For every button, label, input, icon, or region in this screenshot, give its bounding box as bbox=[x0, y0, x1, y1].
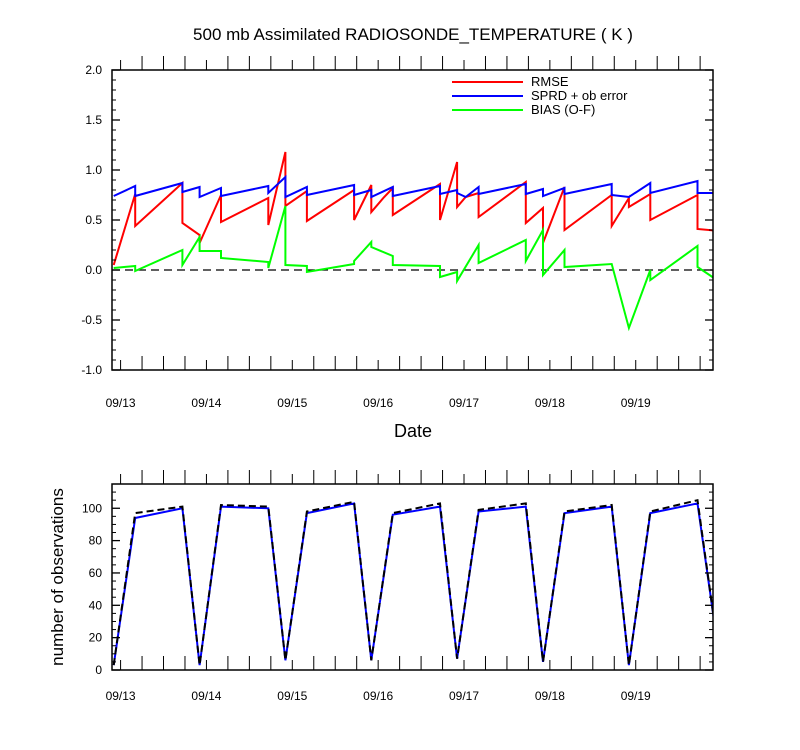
top-xtick-label: 09/14 bbox=[191, 396, 221, 410]
top-ytick-label: -1.0 bbox=[81, 363, 102, 377]
legend-label: RMSE bbox=[531, 74, 569, 89]
top-series-rmse-line bbox=[112, 151, 713, 266]
top-ytick-label: 0.0 bbox=[85, 263, 102, 277]
y-axis-label: number of observations bbox=[48, 488, 67, 666]
bottom-ytick-label: 100 bbox=[82, 501, 102, 515]
top-ytick-label: -0.5 bbox=[81, 313, 102, 327]
top-xtick-label: 09/18 bbox=[535, 396, 565, 410]
legend-label: SPRD + ob error bbox=[531, 88, 628, 103]
x-axis-label: Date bbox=[394, 421, 432, 441]
bottom-xtick-label: 09/19 bbox=[621, 689, 651, 703]
bottom-series-layer bbox=[112, 498, 713, 666]
bottom-ytick-label: 80 bbox=[89, 534, 103, 548]
bottom-series-solid-line bbox=[112, 502, 713, 666]
bottom-series-dashed-line bbox=[112, 498, 713, 666]
bottom-xtick-label: 09/18 bbox=[535, 689, 565, 703]
bottom-plot-frame bbox=[111, 483, 714, 671]
chart-title: 500 mb Assimilated RADIOSONDE_TEMPERATUR… bbox=[193, 25, 633, 44]
top-plot-frame bbox=[111, 69, 714, 371]
bottom-xtick-label: 09/13 bbox=[106, 689, 136, 703]
top-series-sprd-ob-error-line bbox=[113, 174, 713, 199]
bottom-xtick-label: 09/15 bbox=[277, 689, 307, 703]
top-ytick-label: 1.5 bbox=[85, 113, 102, 127]
top-axes: -1.0 -0.5 0.0 0.5 1.0 1.5 2.0 09/13 09/14 09/15 09… bbox=[81, 56, 714, 410]
top-xtick-label: 09/16 bbox=[363, 396, 393, 410]
top-chart: 500 mb Assimilated RADIOSONDE_TEMPERATUR… bbox=[81, 25, 714, 441]
bottom-ytick-label: 40 bbox=[89, 598, 103, 612]
bottom-ytick-label: 20 bbox=[89, 631, 103, 645]
top-series-layer bbox=[112, 151, 713, 332]
bottom-xtick-label: 09/17 bbox=[449, 689, 479, 703]
bottom-ytick-label: 0 bbox=[95, 663, 102, 677]
bottom-xtick-label: 09/14 bbox=[191, 689, 221, 703]
top-series-bias-o-f-line bbox=[113, 205, 713, 332]
legend-label: BIAS (O-F) bbox=[531, 102, 595, 117]
bottom-axes: 0 20 40 60 80 100 09/13 09/14 09/15 09/16 09/17 09/… bbox=[82, 470, 714, 703]
top-ytick-label: 1.0 bbox=[85, 163, 102, 177]
top-xtick-label: 09/19 bbox=[621, 396, 651, 410]
top-ytick-label: 2.0 bbox=[85, 63, 102, 77]
top-xtick-label: 09/15 bbox=[277, 396, 307, 410]
bottom-chart: 0 20 40 60 80 100 09/13 09/14 09/15 09/16 09/17 09/… bbox=[48, 470, 714, 703]
top-ytick-label: 0.5 bbox=[85, 213, 102, 227]
top-xtick-label: 09/17 bbox=[449, 396, 479, 410]
top-xtick-label: 09/13 bbox=[106, 396, 136, 410]
bottom-ytick-label: 60 bbox=[89, 566, 103, 580]
bottom-xtick-label: 09/16 bbox=[363, 689, 393, 703]
